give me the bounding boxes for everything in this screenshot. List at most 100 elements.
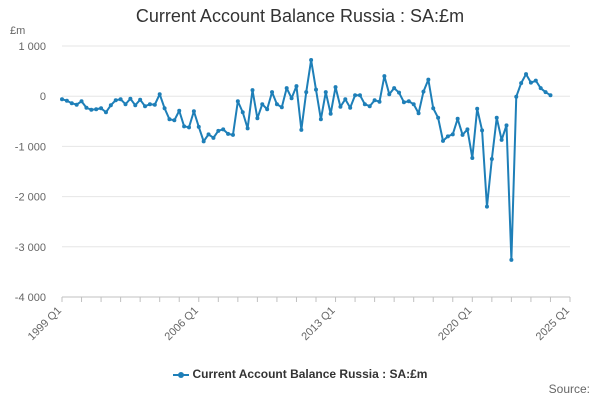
data-point xyxy=(240,110,245,115)
data-point xyxy=(343,97,348,102)
data-point xyxy=(157,92,162,97)
data-point xyxy=(382,74,387,79)
data-point xyxy=(265,107,270,112)
data-point xyxy=(499,137,504,142)
data-point xyxy=(172,118,177,123)
data-point xyxy=(338,104,343,109)
y-unit-label: £m xyxy=(10,25,26,37)
x-tick-label: 1999 Q1 xyxy=(26,305,64,343)
data-point xyxy=(387,92,392,97)
legend-swatch xyxy=(172,371,189,378)
data-point xyxy=(441,138,445,143)
data-point xyxy=(436,115,441,120)
data-point xyxy=(206,132,211,137)
data-point xyxy=(274,102,279,107)
data-point xyxy=(548,93,553,98)
data-point xyxy=(309,58,314,63)
data-point xyxy=(362,102,367,107)
legend[interactable]: Current Account Balance Russia : SA:£m xyxy=(0,367,600,381)
data-point xyxy=(187,125,191,130)
data-point xyxy=(230,132,235,137)
data-point xyxy=(294,84,299,89)
data-point xyxy=(318,117,323,122)
data-point xyxy=(475,106,480,111)
data-point xyxy=(328,111,333,116)
data-point xyxy=(480,128,485,133)
data-point xyxy=(538,86,543,91)
data-point xyxy=(133,103,138,108)
x-tick-label: 2013 Q1 xyxy=(299,305,337,343)
y-axis-ticks: 1 000 0 -1 000 -2 000 -3 000 -4 000 xyxy=(15,41,46,304)
data-point xyxy=(304,90,309,95)
data-point xyxy=(69,101,74,106)
data-point xyxy=(465,127,470,132)
data-point xyxy=(221,127,226,132)
data-point xyxy=(470,155,475,160)
legend-marker xyxy=(177,371,184,378)
data-point xyxy=(103,110,108,115)
data-point xyxy=(284,86,289,91)
data-point xyxy=(270,90,275,95)
data-point xyxy=(250,88,255,93)
data-point xyxy=(74,102,79,107)
data-point xyxy=(484,204,489,209)
y-tick-label: -2 000 xyxy=(15,192,46,204)
chart-title: Current Account Balance Russia : SA:£m xyxy=(135,6,465,26)
data-point xyxy=(211,135,216,140)
data-point xyxy=(411,102,416,107)
y-tick-label: -4 000 xyxy=(15,292,46,304)
data-point xyxy=(79,99,84,104)
data-point xyxy=(353,93,358,98)
y-tick-label: -3 000 xyxy=(15,242,46,254)
data-point xyxy=(94,107,99,112)
data-point xyxy=(533,78,538,83)
data-point xyxy=(421,89,426,94)
data-point xyxy=(64,98,69,103)
data-point xyxy=(255,116,260,121)
data-point xyxy=(406,99,411,104)
data-point xyxy=(118,97,123,102)
data-point xyxy=(392,86,397,91)
data-point xyxy=(397,90,402,95)
data-point xyxy=(147,102,152,107)
x-axis: 1999 Q1 2006 Q1 2013 Q1 2020 Q1 2025 Q1 xyxy=(26,296,572,343)
x-tick-label: 2006 Q1 xyxy=(163,305,201,343)
data-point xyxy=(333,85,338,90)
data-point xyxy=(367,104,372,109)
data-point xyxy=(455,116,460,121)
data-point xyxy=(450,132,455,137)
data-point xyxy=(60,97,64,102)
data-point xyxy=(138,97,143,102)
data-point xyxy=(528,80,533,85)
data-point xyxy=(162,106,167,111)
data-point xyxy=(445,134,450,139)
data-point xyxy=(416,111,421,116)
data-point xyxy=(519,81,524,86)
y-tick-label: 1 000 xyxy=(18,41,46,53)
data-point xyxy=(152,102,157,107)
data-point xyxy=(426,77,431,82)
data-point xyxy=(177,108,182,113)
data-point xyxy=(99,106,104,111)
data-point xyxy=(235,99,240,104)
data-point xyxy=(314,87,318,92)
data-point xyxy=(108,103,113,108)
data-point xyxy=(128,96,133,101)
data-point xyxy=(323,90,328,95)
series-line xyxy=(60,58,553,262)
x-tick-label: 2020 Q1 xyxy=(436,305,474,343)
data-point xyxy=(196,124,201,129)
data-point xyxy=(226,131,231,136)
data-point xyxy=(299,127,304,132)
y-tick-label: 0 xyxy=(40,91,46,103)
series-polyline xyxy=(61,59,551,261)
data-point xyxy=(494,115,499,120)
data-point xyxy=(201,139,206,144)
data-point xyxy=(289,96,294,101)
data-point xyxy=(123,102,128,107)
x-tick-label: 2025 Q1 xyxy=(534,305,572,343)
data-point xyxy=(89,107,94,112)
data-point xyxy=(216,128,221,133)
data-point xyxy=(431,106,436,111)
